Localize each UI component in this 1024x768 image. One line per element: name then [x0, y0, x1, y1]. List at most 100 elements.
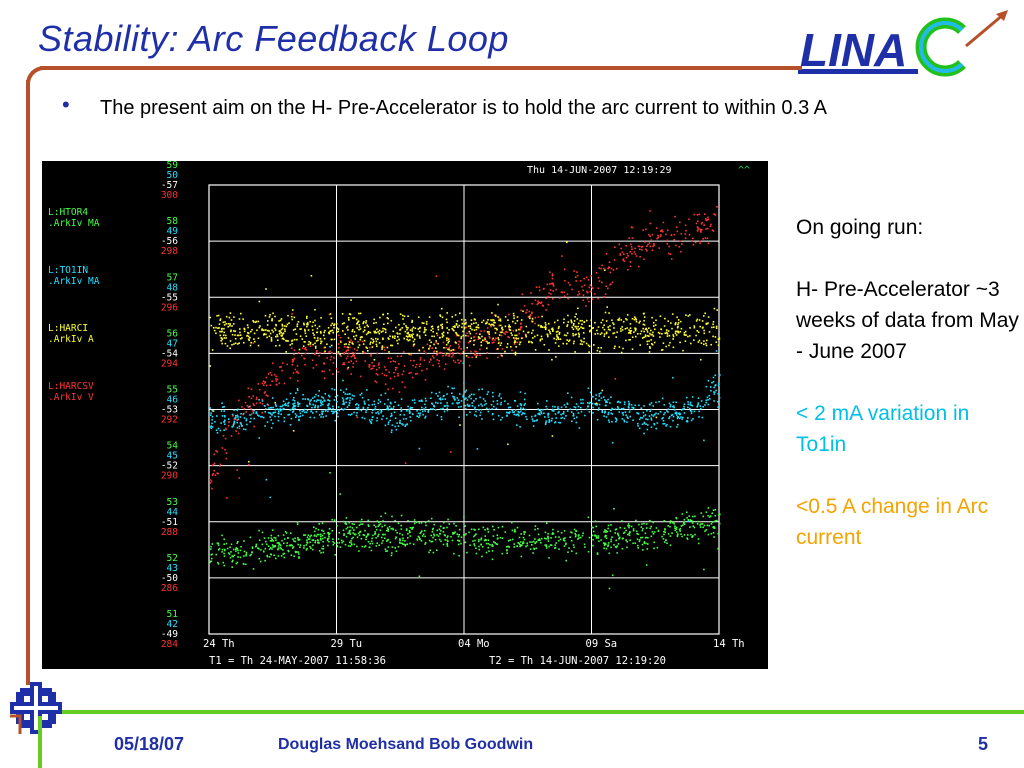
- data-point: [655, 412, 657, 415]
- data-point: [442, 531, 445, 533]
- data-point: [260, 549, 262, 551]
- data-point: [608, 421, 611, 423]
- data-point: [501, 327, 503, 330]
- data-point: [269, 539, 272, 542]
- data-point: [538, 301, 540, 304]
- data-point: [545, 545, 548, 547]
- data-point: [690, 412, 693, 414]
- data-point: [504, 400, 506, 402]
- data-point: [409, 411, 411, 414]
- data-point: [587, 344, 590, 347]
- data-point: [703, 329, 705, 332]
- data-point: [628, 534, 631, 537]
- data-point: [380, 411, 382, 414]
- data-point: [457, 359, 459, 361]
- data-point: [481, 546, 484, 548]
- data-point: [644, 334, 647, 336]
- data-point: [390, 361, 392, 363]
- footer-page-number: 5: [978, 734, 989, 754]
- data-point: [562, 342, 564, 345]
- data-point: [282, 332, 284, 335]
- data-point: [452, 352, 454, 354]
- data-point: [247, 332, 250, 335]
- data-point: [580, 402, 582, 404]
- legend-name: L:HARCSV: [48, 381, 94, 392]
- data-point: [651, 343, 653, 345]
- data-point: [221, 402, 223, 404]
- data-point: [606, 306, 608, 308]
- data-point: [458, 362, 460, 364]
- data-point: [292, 403, 294, 405]
- data-point: [290, 417, 293, 420]
- data-point: [627, 533, 629, 536]
- data-point: [210, 324, 213, 327]
- data-point: [715, 325, 718, 328]
- data-point: [603, 267, 605, 270]
- data-point: [667, 320, 669, 322]
- data-point: [514, 528, 516, 531]
- data-point: [714, 384, 717, 387]
- data-point: [448, 523, 451, 525]
- data-point: [675, 334, 678, 336]
- data-point: [680, 525, 683, 527]
- data-point: [280, 409, 282, 412]
- data-point: [567, 297, 569, 300]
- data-point: [616, 545, 619, 547]
- data-point: [294, 405, 297, 407]
- data-point: [389, 335, 391, 337]
- data-point: [231, 426, 233, 428]
- data-point: [689, 403, 692, 406]
- data-point: [656, 546, 659, 549]
- data-point: [631, 336, 634, 338]
- data-point: [710, 389, 712, 392]
- data-point: [367, 332, 369, 334]
- data-point: [316, 399, 319, 401]
- data-point: [497, 414, 500, 417]
- data-point: [330, 317, 333, 319]
- data-point: [273, 554, 275, 557]
- data-point: [653, 541, 655, 544]
- data-point: [457, 543, 460, 546]
- data-point: [625, 339, 627, 342]
- data-point: [209, 479, 211, 481]
- data-point: [638, 540, 641, 543]
- data-point: [283, 407, 285, 410]
- data-point: [475, 415, 478, 417]
- data-point: [455, 333, 458, 335]
- data-point: [670, 322, 672, 324]
- data-point: [230, 435, 233, 437]
- data-point: [646, 548, 649, 550]
- data-point: [357, 346, 360, 349]
- data-point: [514, 400, 517, 402]
- data-point: [296, 387, 299, 390]
- data-point: [285, 339, 287, 342]
- data-point: [243, 540, 245, 542]
- data-point: [453, 552, 455, 555]
- data-point: [501, 416, 504, 419]
- data-point: [548, 419, 551, 421]
- data-point: [352, 532, 354, 534]
- data-point: [680, 416, 682, 418]
- data-point: [697, 520, 700, 523]
- data-point: [561, 416, 564, 419]
- data-point: [484, 538, 487, 541]
- y-axis-label: 42: [167, 619, 178, 630]
- data-point: [229, 556, 232, 559]
- data-point: [333, 399, 336, 401]
- data-point: [557, 338, 560, 341]
- data-point: [282, 337, 284, 340]
- data-point: [294, 407, 296, 410]
- data-point: [252, 412, 255, 414]
- data-point: [237, 541, 239, 543]
- data-point: [436, 332, 438, 335]
- data-point: [292, 547, 294, 549]
- data-point: [272, 362, 274, 365]
- data-point: [574, 532, 576, 535]
- data-point: [354, 352, 357, 355]
- data-point: [215, 449, 217, 452]
- data-point: [559, 421, 562, 424]
- data-point: [493, 314, 496, 317]
- data-point: [611, 319, 613, 321]
- data-point: [396, 339, 398, 342]
- data-point: [373, 330, 376, 333]
